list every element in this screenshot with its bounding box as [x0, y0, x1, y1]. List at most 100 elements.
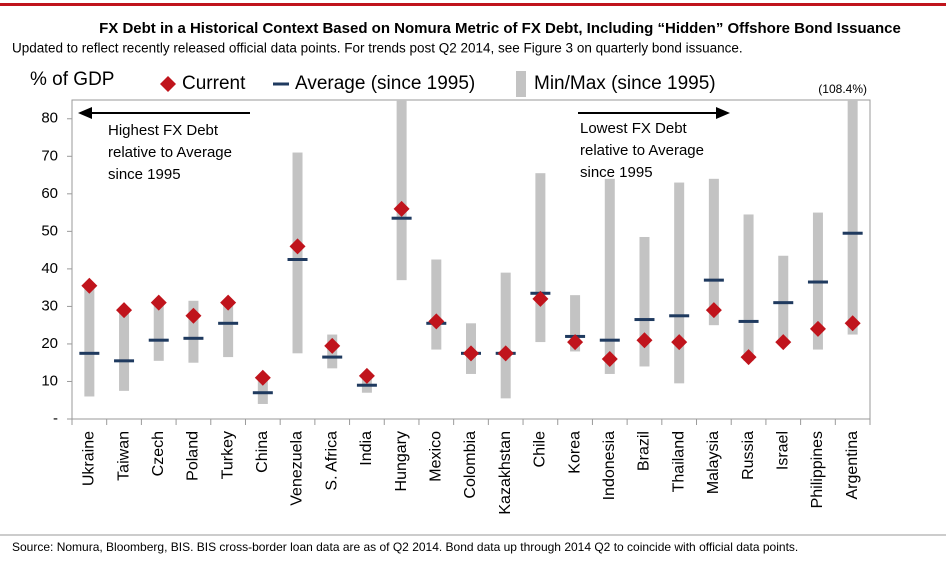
current-diamond: [393, 200, 410, 217]
range-bar: [535, 173, 546, 343]
legend-marker: [160, 76, 176, 92]
current-diamond: [428, 313, 445, 330]
x-tick-label: India: [358, 431, 375, 466]
average-dash: [322, 355, 343, 359]
y-tick-label: 10: [41, 372, 58, 389]
x-tick-label: Korea: [566, 431, 583, 474]
legend-label: Min/Max (since 1995): [534, 73, 716, 94]
x-tick-label: Israel: [774, 431, 791, 470]
range-bar: [188, 300, 199, 363]
source: Source: Nomura, Bloomberg, BIS. BIS cros…: [12, 540, 798, 554]
x-tick-label: Philippines: [809, 431, 826, 508]
current-diamond: [463, 345, 479, 362]
x-tick-label: Turkey: [219, 431, 236, 479]
current-diamond: [289, 238, 306, 255]
current-diamond: [636, 332, 653, 349]
range-bar: [119, 310, 130, 391]
y-tick-label: 50: [41, 222, 58, 239]
annotation: relative to Average: [580, 142, 704, 159]
legend-label: Current: [182, 73, 246, 94]
average-dash: [703, 278, 724, 282]
average-dash: [773, 301, 794, 305]
current-diamond: [220, 294, 237, 311]
x-tick-label: S. Africa: [323, 431, 340, 491]
current-diamond: [81, 277, 98, 294]
average-dash: [634, 318, 655, 322]
plot-frame: [71, 99, 871, 420]
range-bar: [639, 236, 650, 367]
current-diamond: [705, 302, 722, 319]
x-tick-label: Thailand: [670, 431, 687, 492]
range-bar: [743, 214, 754, 361]
current-diamond: [567, 334, 584, 351]
average-dash: [669, 314, 690, 318]
average-dash: [738, 319, 759, 323]
current-diamond: [324, 337, 341, 354]
y-tick-label: -: [53, 410, 58, 427]
average-dash: [807, 280, 828, 284]
current-diamond: [601, 350, 618, 367]
x-tick-label: Kazakhstan: [497, 431, 514, 515]
current-diamond: [150, 294, 167, 311]
range-bar: [153, 302, 164, 361]
average-dash: [599, 338, 620, 342]
x-tick-label: Malaysia: [705, 431, 722, 494]
x-tick-label: Venezuela: [289, 431, 306, 506]
average-dash: [183, 336, 204, 340]
y-tick-label: 70: [41, 147, 58, 164]
average-dash: [391, 216, 412, 220]
annotation: since 1995: [580, 164, 653, 181]
x-tick-label: Hungary: [393, 431, 410, 491]
y-tick-label: 80: [41, 110, 58, 127]
subtitle: Updated to reflect recently released off…: [12, 41, 743, 56]
arrow-right-head: [716, 107, 730, 119]
x-tick-label: Russia: [740, 431, 757, 480]
average-dash: [356, 383, 377, 387]
range-bar: [431, 259, 442, 350]
average-dash: [79, 351, 100, 355]
x-tick-label: Brazil: [636, 431, 653, 471]
current-diamond: [671, 334, 688, 351]
top-rule: [0, 3, 946, 6]
range-bar: [84, 285, 95, 397]
range-bar: [674, 182, 685, 384]
x-tick-label: China: [254, 431, 271, 473]
range-bar: [396, 100, 407, 281]
x-tick-label: Taiwan: [115, 431, 132, 481]
annotation: Lowest FX Debt: [580, 120, 688, 137]
current-diamond: [497, 345, 514, 362]
current-diamond: [185, 307, 202, 324]
average-dash: [114, 359, 135, 363]
average-dash: [842, 231, 863, 235]
x-tick-label: Mexico: [428, 431, 445, 482]
y-tick-label: 60: [41, 185, 58, 202]
average-dash: [287, 258, 308, 261]
legend-marker: [273, 82, 289, 86]
average-dash: [218, 321, 239, 325]
legend-label: Average (since 1995): [295, 73, 475, 94]
range-bar: [257, 377, 268, 404]
average-dash: [252, 391, 273, 395]
current-diamond: [254, 369, 271, 386]
current-diamond: [775, 334, 792, 351]
y-axis-label: % of GDP: [30, 69, 114, 90]
legend-marker: [516, 71, 526, 97]
x-tick-label: Colombia: [462, 431, 479, 499]
annotation: relative to Average: [108, 144, 232, 161]
current-diamond: [532, 290, 549, 307]
range-bar: [500, 272, 511, 399]
y-tick-label: 20: [41, 335, 58, 352]
current-diamond: [358, 367, 375, 384]
range-bar: [847, 100, 858, 335]
range-bar: [604, 178, 615, 374]
y-tick-label: 30: [41, 297, 58, 314]
x-tick-label: Indonesia: [601, 431, 618, 500]
average-dash: [148, 338, 169, 342]
plot-area: [79, 100, 863, 404]
range-bar: [778, 255, 789, 343]
arrow-left-head: [78, 107, 92, 119]
current-diamond: [116, 302, 133, 319]
x-tick-label: Poland: [185, 431, 202, 481]
annotation: Highest FX Debt: [108, 122, 219, 139]
